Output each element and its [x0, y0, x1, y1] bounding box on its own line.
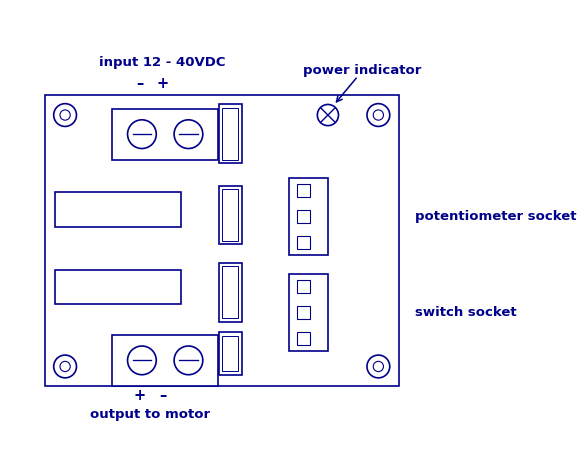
Bar [222, 336, 238, 372]
Bar [297, 280, 310, 294]
Bar [45, 96, 399, 386]
Text: +: + [157, 76, 169, 91]
Text: output to motor: output to motor [91, 407, 210, 420]
Bar [219, 105, 242, 164]
Bar [297, 210, 310, 223]
Bar [297, 185, 310, 198]
Bar [222, 190, 238, 242]
Bar [289, 178, 328, 256]
Text: +: + [134, 387, 146, 403]
Bar [222, 109, 238, 160]
Bar [219, 187, 242, 245]
Bar [55, 193, 181, 227]
Bar [219, 333, 242, 375]
Bar [112, 335, 218, 386]
Bar [222, 267, 238, 319]
Bar [289, 274, 328, 351]
Bar [297, 306, 310, 319]
Text: power indicator: power indicator [303, 64, 421, 77]
Text: –: – [159, 387, 166, 403]
Text: potentiometer socket: potentiometer socket [415, 210, 576, 223]
Bar [297, 332, 310, 345]
Text: input 12 - 40VDC: input 12 - 40VDC [99, 56, 226, 69]
Bar [297, 236, 310, 249]
Bar [55, 270, 181, 304]
Bar [112, 109, 218, 160]
Text: switch socket: switch socket [415, 306, 517, 319]
Text: –: – [136, 76, 143, 91]
Bar [219, 264, 242, 322]
